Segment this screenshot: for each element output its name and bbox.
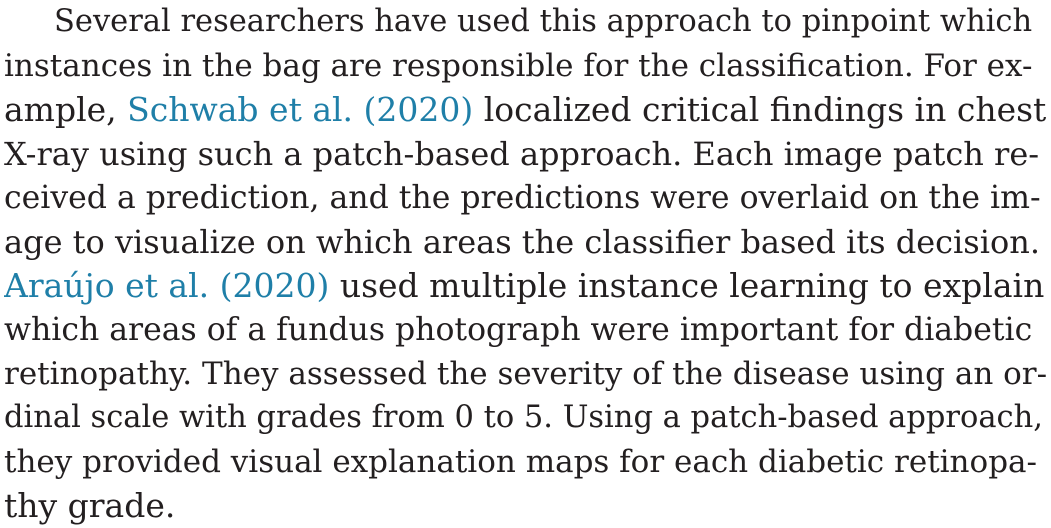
paragraph-line-1: Several researchers have used this appro… [54,4,1033,39]
line-3-prefix: ample, [4,90,128,129]
paragraph-line-9: retinopathy. They assessed the severity … [4,356,1047,392]
paragraph-line-11: they provided visual explanation maps fo… [4,444,1037,480]
paragraph-line-4: X-ray using such a patch-based approach.… [4,135,1040,173]
paragraph-line-2: instances in the bag are responsible for… [4,48,1033,84]
line-3-suffix: localized critical findings in chest [473,90,1047,129]
paragraph-line-6: age to visualize on which areas the clas… [4,223,1040,261]
paragraph-line-5: ceived a prediction, and the predictions… [4,180,1041,216]
paragraph-line-7: Araújo et al. (2020) used multiple insta… [4,264,1047,308]
citation-link-araujo[interactable]: Araújo et al. (2020) [4,266,330,305]
paragraph-line-8: which areas of a fundus photograph were … [4,312,1033,348]
line-7-suffix: used multiple instance learning to expla… [329,266,1045,305]
paragraph-line-10: dinal scale with grades from 0 to 5. Usi… [4,400,1043,435]
citation-link-schwab[interactable]: Schwab et al. (2020) [127,90,474,129]
paragraph-line-12: thy grade. [4,486,176,525]
paragraph-line-3: ample, Schwab et al. (2020) localized cr… [4,88,1047,132]
